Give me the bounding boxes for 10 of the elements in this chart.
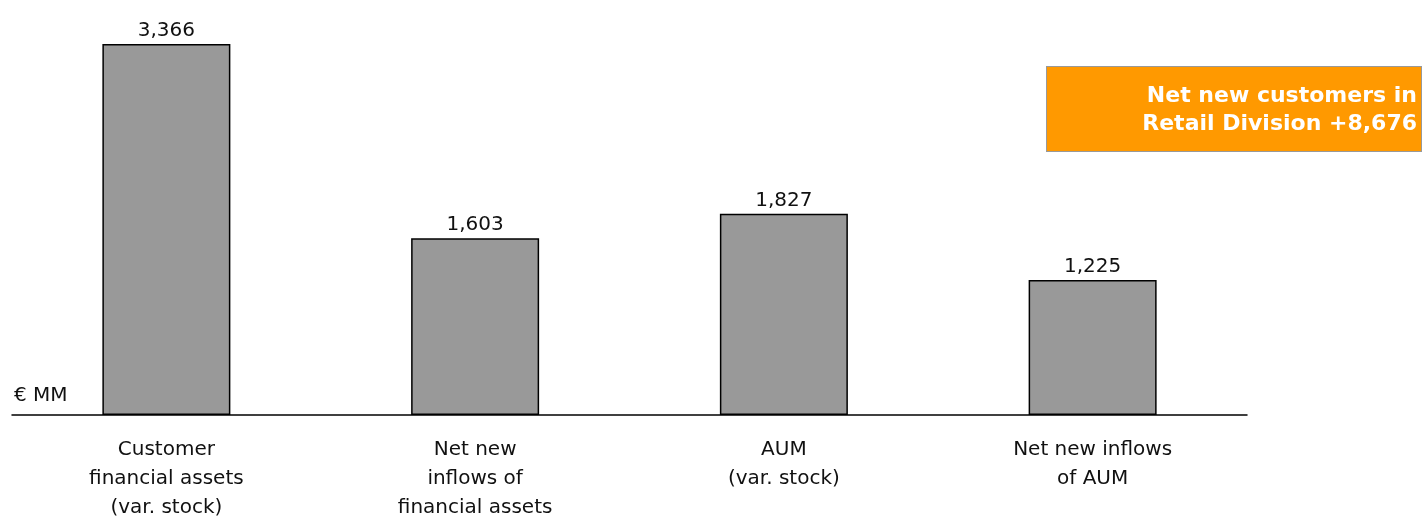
callout-box: Net new customers in Retail Division +8,676 bbox=[1046, 66, 1422, 152]
x-tick-label: Net new inflows of financial assets bbox=[397, 435, 553, 518]
data-label: 1,827 bbox=[755, 186, 813, 211]
x-tick-label: Customer financial assets (var. stock) bbox=[89, 435, 244, 518]
data-label: 3,366 bbox=[137, 17, 196, 41]
data-label: 1,603 bbox=[446, 211, 504, 236]
x-tick-label: Net new inflows of AUM bbox=[1013, 435, 1173, 489]
x-tick-label: AUM (var. stock) bbox=[727, 435, 840, 489]
y-axis-title: € MM bbox=[14, 382, 68, 406]
data-label: 1,225 bbox=[1063, 252, 1122, 277]
